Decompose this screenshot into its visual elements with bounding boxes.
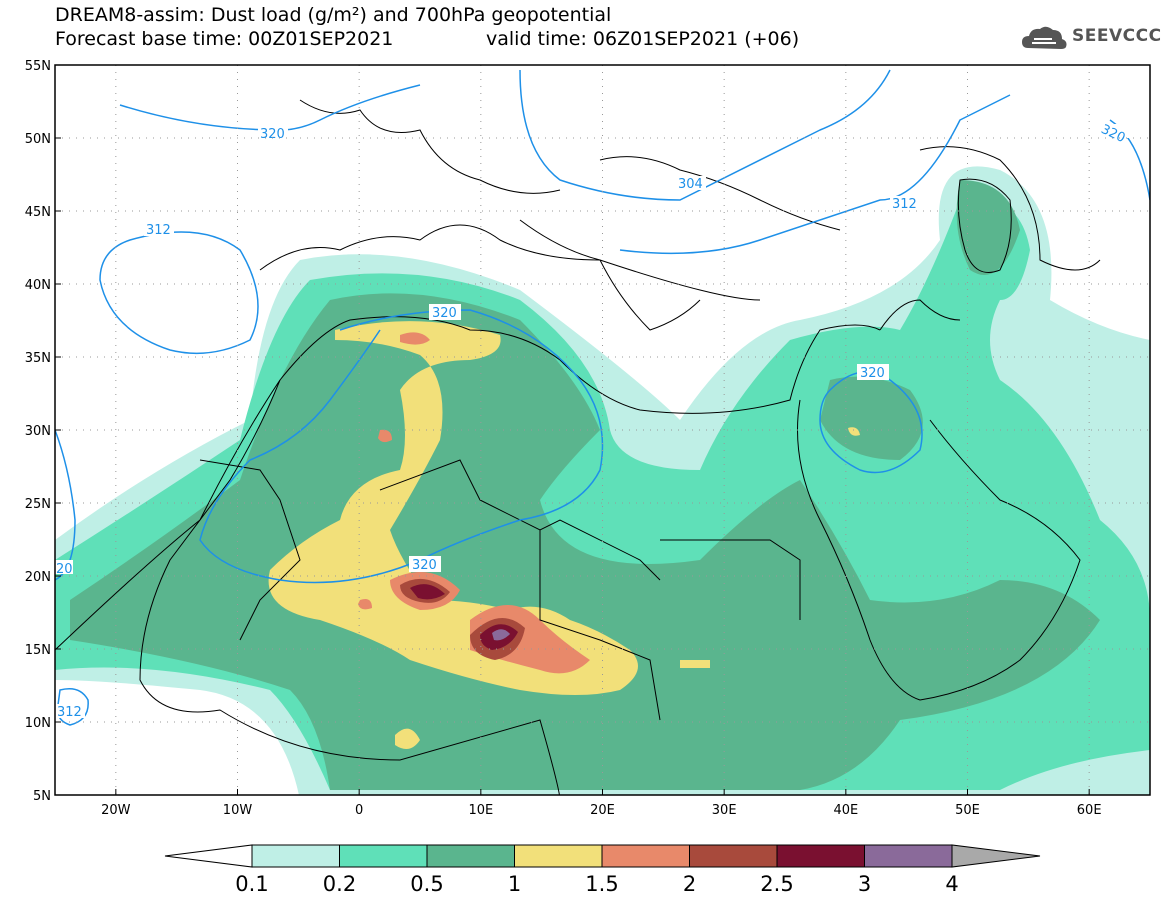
latitude-label: 25N xyxy=(25,497,51,512)
latitude-label: 50N xyxy=(25,132,51,147)
longitude-label: 0 xyxy=(355,803,363,818)
valid-time: valid time: 06Z01SEP2021 (+06) xyxy=(486,28,800,50)
longitude-label: 10W xyxy=(223,803,253,818)
longitude-label: 40E xyxy=(833,803,858,818)
longitude-label: 30E xyxy=(712,803,737,818)
latitude-label: 35N xyxy=(25,351,51,366)
dust-field-level-3 xyxy=(492,629,510,641)
contour-label: 20 xyxy=(56,562,73,577)
logo-text: SEEVCCC xyxy=(1072,26,1162,46)
latitude-label: 45N xyxy=(25,205,51,220)
latitude-label: 55N xyxy=(25,59,51,74)
longitude-label: 10E xyxy=(468,803,493,818)
contour-label: 320 xyxy=(260,127,285,142)
longitude-label: 60E xyxy=(1077,803,1102,818)
longitude-label: 50E xyxy=(955,803,980,818)
contour-label: 312 xyxy=(892,197,917,212)
forecast-base-time: Forecast base time: 00Z01SEP2021 xyxy=(55,28,394,50)
contour-label: 320 xyxy=(860,366,885,381)
latitude-label: 10N xyxy=(25,716,51,731)
latitude-label: 30N xyxy=(25,424,51,439)
contour-label: 304 xyxy=(678,177,703,192)
dust-field-level-2.5 xyxy=(410,584,518,650)
contour-label: 312 xyxy=(146,223,171,238)
latitude-label: 15N xyxy=(25,643,51,658)
dust-field-level-1 xyxy=(268,321,861,749)
contour-label: 312 xyxy=(57,705,82,720)
cloud-logo-icon xyxy=(1022,26,1067,49)
longitude-label: 20W xyxy=(101,803,131,818)
contour-label: 320 xyxy=(412,558,437,573)
latitude-label: 20N xyxy=(25,570,51,585)
map-title: DREAM8-assim: Dust load (g/m²) and 700hP… xyxy=(55,4,612,26)
latitude-label: 5N xyxy=(33,789,51,804)
contour-label: 320 xyxy=(432,306,457,321)
longitude-label: 20E xyxy=(590,803,615,818)
latitude-label: 40N xyxy=(25,278,51,293)
